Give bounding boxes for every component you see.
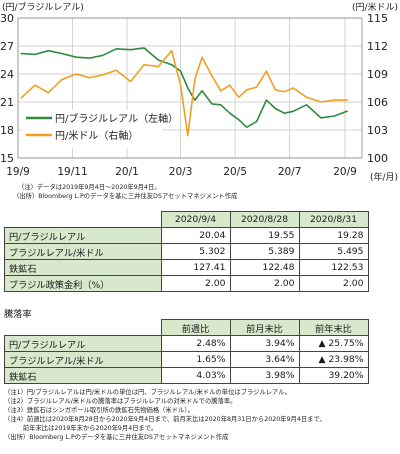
table-cell: 20.04: [160, 227, 231, 244]
y-left-tick-label: 15: [0, 152, 14, 165]
legend-label: 円/米ドル（右軸）: [55, 129, 138, 142]
table-cell: 4.03%: [160, 367, 231, 384]
row-label: 円/ブラジルレアル: [4, 335, 162, 352]
table-cell: 127.41: [160, 259, 231, 276]
row-label: 鉄鉱石: [4, 259, 162, 276]
footnote-4: （注4）前週比は2020年8月28日から2020年9月4日まで、前月末比は202…: [4, 416, 326, 423]
table-cell: 2.00: [160, 275, 231, 292]
table-row: 鉄鉱石 127.41 122.48 122.53: [4, 259, 369, 276]
table-row: 円/ブラジルレアル 2.48% 3.94% ▲ 25.75%: [4, 335, 369, 352]
x-tick-label: 20/5: [223, 166, 247, 178]
change-rate-title: 騰落率: [4, 309, 32, 320]
y-left-tick-label: 27: [0, 40, 14, 53]
row-label: ブラジルレアル/米ドル: [4, 243, 162, 260]
footnote-1: （注1）円/ブラジルレアルは円/米ドルの単位は円、ブラジルレアル/米ドルの単位は…: [4, 389, 291, 396]
change-rate-table: 前週比 前月末比 前年末比 円/ブラジルレアル 2.48% 3.94% ▲ 25…: [4, 319, 369, 384]
table-cell: 3.94%: [229, 335, 300, 352]
y-right-tick-label: 103: [367, 124, 388, 137]
table-cell: 3.98%: [229, 367, 300, 384]
rates-header-row: 2020/9/4 2020/8/28 2020/8/31: [5, 211, 369, 228]
y-right-unit: (円/米ドル): [352, 1, 398, 13]
table-cell: 1.65%: [160, 351, 231, 368]
footnote-3: （注3）鉄鉱石はシンガポール取引所の鉄鉱石先物価格（米ドル）。: [4, 407, 194, 414]
rates-header-cell: 2020/9/4: [160, 211, 231, 228]
series-line-usd: [20, 49, 348, 137]
table-row: ブラジルレアル/米ドル 5.302 5.389 5.495: [4, 243, 369, 260]
table-row: ブラジルレアル/米ドル 1.65% 3.64% ▲ 23.98%: [4, 351, 369, 368]
rates-header-cell: 2020/8/31: [298, 211, 369, 228]
y-left-tick-label: 30: [0, 12, 14, 25]
change-header-row: 前週比 前月末比 前年末比: [5, 319, 369, 336]
y-left-tick-label: 18: [0, 124, 14, 137]
table-row: ブラジル政策金利（%） 2.00 2.00 2.00: [4, 275, 369, 292]
y-left-tick-label: 21: [0, 96, 14, 109]
y-right-tick-label: 106: [367, 96, 388, 109]
table-cell: 5.389: [229, 243, 300, 260]
table-cell: 5.302: [160, 243, 231, 260]
rates-header-cell: 2020/8/28: [229, 211, 300, 228]
table-cell: ▲ 23.98%: [298, 351, 369, 368]
y-left-tick-label: 24: [0, 68, 14, 81]
table-cell: 19.55: [229, 227, 300, 244]
table-cell: 3.64%: [229, 351, 300, 368]
table-row: 円/ブラジルレアル 20.04 19.55 19.28: [4, 227, 369, 244]
row-label: 鉄鉱石: [4, 367, 162, 384]
table-cell: ▲ 25.75%: [298, 335, 369, 352]
table-row: 鉄鉱石 4.03% 3.98% 39.20%: [4, 367, 369, 384]
chart-note-period: （注）データは2019年9月4日～2020年9月4日。: [18, 184, 161, 191]
table-cell: 5.495: [298, 243, 369, 260]
row-label: 円/ブラジルレアル: [4, 227, 162, 244]
x-tick-label: 20/3: [169, 166, 193, 178]
x-unit: (年/月): [370, 171, 398, 183]
y-right-tick-label: 115: [367, 12, 388, 25]
table-cell: 122.48: [229, 259, 300, 276]
table-cell: 2.00: [298, 275, 369, 292]
table-cell: 39.20%: [298, 367, 369, 384]
y-left-unit: (円/ブラジルレアル): [2, 1, 84, 13]
change-header-cell: 前月末比: [229, 319, 300, 336]
legend-box: [22, 110, 162, 148]
table-cell: 2.00: [229, 275, 300, 292]
table-cell: 19.28: [298, 227, 369, 244]
table-cell: 122.53: [298, 259, 369, 276]
rates-table: 2020/9/4 2020/8/28 2020/8/31 円/ブラジルレアル 2…: [4, 211, 369, 292]
y-right-tick-label: 100: [367, 152, 388, 165]
series-line-brl: [20, 47, 348, 128]
row-label: ブラジルレアル/米ドル: [4, 351, 162, 368]
plot-frame: [17, 17, 363, 159]
footnote-source: （出所）Bloomberg L.Pのデータを基に三井住友DSアセットマネジメント…: [4, 434, 229, 441]
legend-label: 円/ブラジルレアル（左軸）: [55, 112, 178, 125]
chart-note-source: （出所）Bloomberg L.Pのデータを基に三井住友DSアセットマネジメント…: [13, 193, 238, 200]
x-tick-label: 20/7: [278, 166, 302, 178]
change-header-cell: 前年末比: [298, 319, 369, 336]
fx-line-chart: 30 27 24 21 18 15 115 112 109 106 103 100 19/9 19/11 2…: [0, 1, 398, 183]
change-header-blank: [5, 320, 162, 336]
x-tick-label: 19/11: [57, 166, 87, 178]
y-right-tick-label: 109: [367, 68, 388, 81]
footnote-4-cont: 前年末比は2019年末から2020年9月4日まで。: [4, 425, 158, 432]
x-tick-label: 20/9: [333, 166, 357, 178]
x-tick-label: 20/1: [115, 166, 139, 178]
rates-header-blank: [5, 212, 162, 228]
change-header-cell: 前週比: [160, 319, 231, 336]
table-cell: 2.48%: [160, 335, 231, 352]
footnote-2: （注2）ブラジルレアル/米ドルの騰落率はブラジルレアルの対米ドルでの騰落率。: [4, 398, 237, 405]
y-right-tick-label: 112: [367, 40, 388, 53]
x-tick-label: 19/9: [6, 166, 30, 178]
row-label: ブラジル政策金利（%）: [4, 275, 162, 292]
